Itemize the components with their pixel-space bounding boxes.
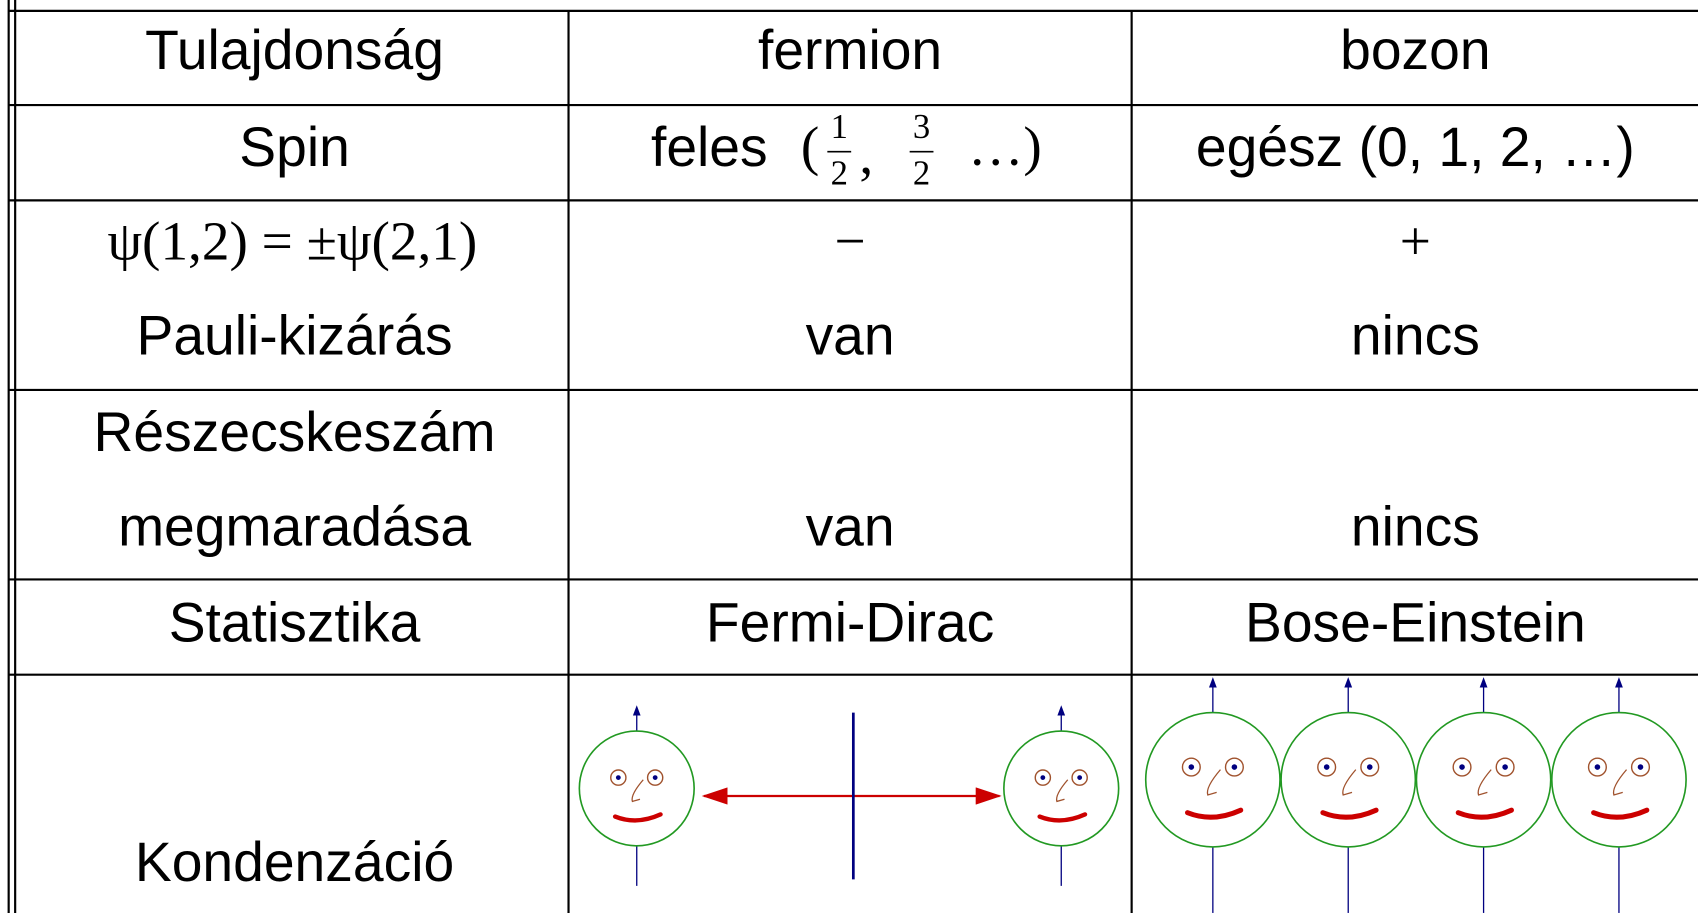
- nose: [1342, 769, 1357, 796]
- mouth: [1037, 812, 1088, 823]
- face: [1415, 711, 1552, 848]
- fraction-num: 1: [831, 108, 848, 146]
- face: [1550, 711, 1687, 848]
- eye: [1181, 757, 1201, 777]
- eye: [1071, 769, 1088, 786]
- cell: van: [806, 305, 895, 367]
- mouth: [1184, 807, 1244, 820]
- pupil: [1188, 764, 1195, 770]
- eye: [1034, 769, 1052, 786]
- mouth: [1591, 807, 1650, 820]
- cell: −: [835, 211, 866, 272]
- pupil: [1637, 764, 1644, 770]
- nose: [631, 779, 644, 803]
- eye: [646, 769, 664, 786]
- cell: megmaradása: [118, 495, 471, 557]
- pupil: [1594, 764, 1601, 770]
- pupil: [1040, 775, 1046, 780]
- face: [1144, 711, 1281, 848]
- cell: Bose-Einstein: [1245, 592, 1586, 654]
- cell: Spin: [239, 116, 350, 178]
- header-cell: Tulajdonság: [145, 19, 444, 81]
- cell: ,: [859, 124, 873, 185]
- mouth: [1320, 807, 1379, 820]
- cell: (: [801, 115, 819, 176]
- cell: nincs: [1351, 495, 1480, 557]
- fraction-den: 2: [913, 155, 930, 193]
- cell: Statisztika: [169, 592, 421, 654]
- pupil: [615, 775, 621, 780]
- eye: [1587, 757, 1607, 777]
- pupil: [1502, 764, 1508, 770]
- cell: van: [806, 495, 895, 557]
- cell: Pauli-kizárás: [137, 305, 453, 367]
- pupil: [652, 775, 658, 780]
- nose: [1206, 769, 1221, 796]
- cell: Részecskeszám: [94, 401, 496, 463]
- nose: [1612, 769, 1628, 796]
- eye: [1452, 757, 1472, 777]
- cell: egész (0, 1, 2, …): [1196, 116, 1635, 178]
- cell: nincs: [1351, 305, 1480, 367]
- eye: [1630, 757, 1651, 777]
- pupil: [1323, 764, 1330, 770]
- face: [1003, 730, 1120, 847]
- eye: [1360, 757, 1380, 777]
- faces: [578, 677, 1687, 913]
- eye: [1495, 757, 1515, 777]
- cell: +: [1400, 211, 1431, 272]
- header-cell: fermion: [758, 19, 942, 81]
- nose: [1055, 779, 1069, 803]
- header-cell: bozon: [1340, 19, 1490, 81]
- pupil: [1459, 764, 1465, 770]
- eye: [1224, 757, 1244, 777]
- nose: [1477, 769, 1492, 796]
- cell: …): [968, 115, 1042, 176]
- table-rules: [7, 0, 1698, 913]
- cell: feles: [651, 116, 768, 178]
- eye: [1317, 757, 1337, 777]
- pupil: [1366, 764, 1373, 770]
- fraction-num: 3: [913, 108, 930, 146]
- eye: [610, 769, 627, 786]
- mouth: [612, 812, 663, 823]
- fraction-den: 2: [831, 155, 848, 193]
- cell: Kondenzáció: [135, 831, 454, 893]
- face: [578, 730, 695, 847]
- cell: Fermi-Dirac: [706, 592, 994, 654]
- cell: ψ(1,2) = ±ψ(2,1): [107, 211, 477, 272]
- face: [1280, 711, 1417, 848]
- pupil: [1231, 764, 1238, 770]
- pupil: [1077, 775, 1083, 780]
- mouth: [1455, 807, 1514, 820]
